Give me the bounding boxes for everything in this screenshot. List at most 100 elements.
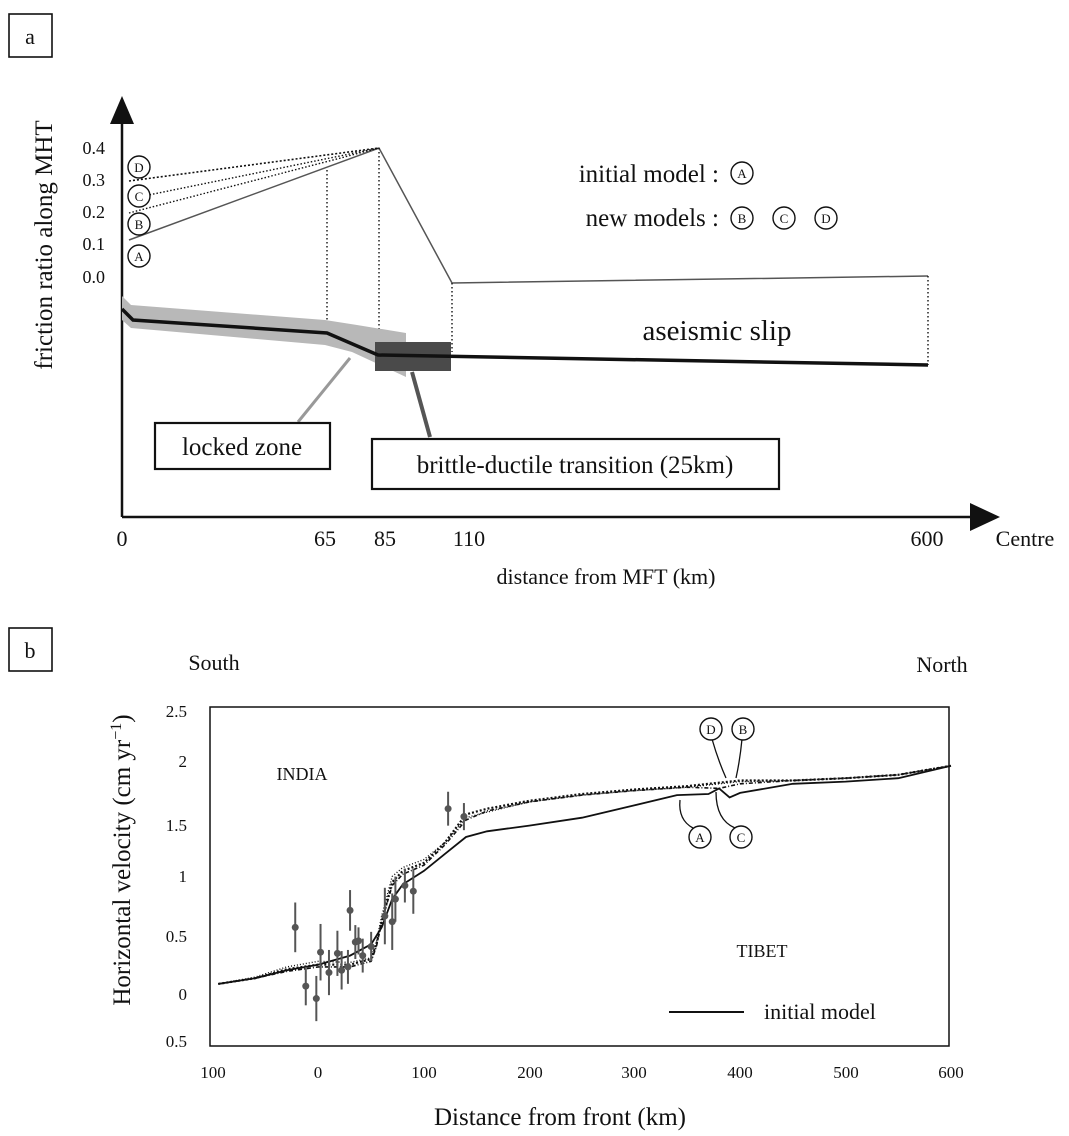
data-point-marker <box>409 887 417 895</box>
data-point-marker <box>401 882 409 890</box>
data-point <box>346 890 354 931</box>
data-point-marker <box>344 963 352 971</box>
panel-b-ytick: 1 <box>179 867 188 886</box>
model-marker: C <box>127 184 151 208</box>
legend-initial-label: initial model : <box>579 161 719 188</box>
panel-a-xtick: 65 <box>314 526 336 551</box>
panel-a-x-end-label: Centre <box>996 526 1055 551</box>
panel-b-xtick: 100 <box>200 1063 226 1082</box>
locked-zone-box <box>153 421 332 471</box>
transition-label: brittle-ductile transition (25km) <box>417 452 734 479</box>
panel-b-xtick: 400 <box>727 1063 753 1082</box>
panel-b-plot-frame <box>209 706 950 1047</box>
data-point <box>291 902 299 953</box>
data-point-marker <box>359 952 367 960</box>
svg-text:B: B <box>739 722 748 737</box>
friction-model-d-line <box>128 147 380 182</box>
panel-a-xtick: 85 <box>374 526 396 551</box>
legend-marker: C <box>772 206 796 230</box>
data-point <box>354 927 362 955</box>
model-marker: A <box>127 244 151 268</box>
data-point-marker <box>291 923 299 931</box>
panel-b-ytick: 0 <box>179 985 188 1004</box>
data-point <box>401 868 409 903</box>
india-label: INDIA <box>277 764 328 784</box>
legend-marker: A <box>730 161 754 185</box>
svg-text:D: D <box>134 160 143 175</box>
panel-b-ytick: 2.5 <box>166 702 187 721</box>
svg-text:B: B <box>738 211 747 226</box>
data-point-marker <box>444 805 452 813</box>
data-point <box>302 966 310 1006</box>
data-point <box>388 893 396 950</box>
transition-leader <box>410 371 432 438</box>
panel-b-label-box <box>8 627 53 672</box>
data-point <box>409 868 417 914</box>
callout-leader <box>679 799 694 829</box>
panel-a-ytick: 0.2 <box>83 202 106 222</box>
series-line-b <box>218 765 952 985</box>
friction-model-b-line <box>128 147 380 214</box>
panel-a-ylabel: friction ratio along MHT <box>31 120 58 369</box>
panel-b-ylabel: Horizontal velocity (cm yr−1) <box>108 714 136 1005</box>
data-point-marker <box>302 982 310 990</box>
panel-a-xtick: 0 <box>117 526 128 551</box>
panel-b-ytick: 0.5 <box>166 927 187 946</box>
curve-marker: A <box>688 825 712 849</box>
svg-text:A: A <box>134 249 144 264</box>
svg-text:A: A <box>695 830 705 845</box>
data-point-marker <box>460 813 468 821</box>
friction-model-a-line <box>128 147 929 284</box>
legend-new-label: new models : <box>586 205 719 232</box>
data-point <box>317 923 325 981</box>
fault-line <box>120 307 929 367</box>
data-point <box>381 887 389 945</box>
panel-b-xtick: 100 <box>411 1063 437 1082</box>
series-line-d <box>218 764 952 985</box>
data-point-marker <box>338 966 346 974</box>
data-point <box>325 949 333 996</box>
data-point <box>359 938 367 973</box>
model-marker: D <box>127 155 151 179</box>
curve-marker: C <box>729 825 753 849</box>
data-point-marker <box>391 895 399 903</box>
data-point-marker <box>317 948 325 956</box>
panel-a-ytick: 0.0 <box>83 267 106 287</box>
data-point-marker <box>325 969 333 977</box>
callout-leader <box>715 791 736 829</box>
svg-text:C: C <box>780 211 789 226</box>
panel-b-xtick: 200 <box>517 1063 543 1082</box>
data-point-marker <box>381 912 389 920</box>
panel-b-label: b <box>25 638 36 663</box>
panel-a-x-arrow <box>970 503 1000 531</box>
north-label: North <box>916 652 967 677</box>
friction-model-c-line <box>128 147 380 200</box>
panel-a-xlabel: distance from MFT (km) <box>497 564 716 589</box>
svg-text:D: D <box>821 211 830 226</box>
data-point-marker <box>388 918 396 926</box>
locked-zone-label: locked zone <box>182 434 302 461</box>
panel-b-xtick: 500 <box>833 1063 859 1082</box>
data-point <box>460 803 468 831</box>
data-point <box>391 876 399 922</box>
panel-a-ytick: 0.4 <box>83 138 106 158</box>
panel-b: b South North 2.5 2 1.5 1 0.5 0 0.5 100 … <box>8 627 968 1131</box>
legend-marker: B <box>730 206 754 230</box>
panel-b-ytick: 1.5 <box>166 816 187 835</box>
svg-text:D: D <box>706 722 715 737</box>
panel-a-y-arrow <box>110 96 134 124</box>
transition-label-box <box>370 437 781 491</box>
panel-a-ytick: 0.1 <box>83 234 106 254</box>
panel-a-xtick: 600 <box>911 526 944 551</box>
svg-text:C: C <box>737 830 746 845</box>
panel-b-xtick: 0 <box>314 1063 323 1082</box>
data-point-marker <box>312 995 320 1003</box>
data-point-marker <box>367 943 375 951</box>
data-point <box>344 949 352 984</box>
panel-b-xtick: 600 <box>938 1063 964 1082</box>
south-label: South <box>188 650 239 675</box>
series-line-initial-model <box>218 764 952 985</box>
panel-a-ytick: 0.3 <box>83 170 106 190</box>
legend-marker: D <box>814 206 838 230</box>
